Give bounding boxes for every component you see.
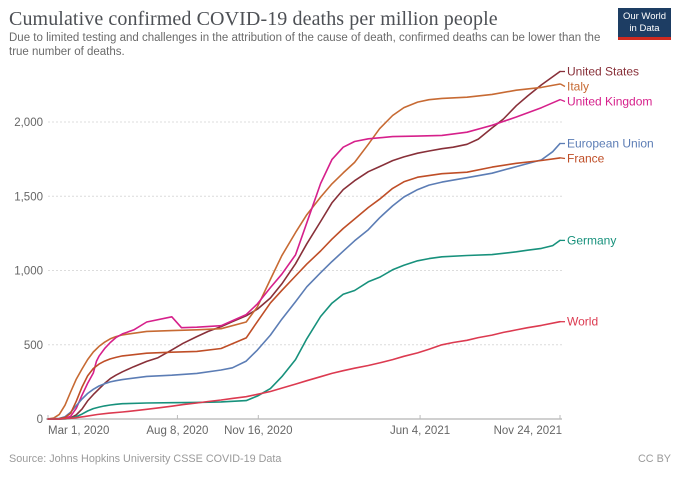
line-united-kingdom[interactable]	[47, 98, 561, 420]
source-note: Source: Johns Hopkins University CSSE CO…	[9, 453, 282, 465]
legend-connector-france	[560, 157, 566, 160]
line-world[interactable]	[47, 320, 561, 420]
line-italy[interactable]	[47, 83, 561, 420]
license-badge[interactable]: CC BY	[638, 453, 671, 465]
chart-subtitle: Due to limited testing and challenges in…	[9, 32, 601, 59]
x-tick-label-nov-16-2020: Nov 16, 2020	[224, 425, 292, 437]
line-germany[interactable]	[47, 239, 561, 420]
legend-label-france[interactable]: France	[567, 152, 605, 166]
page-title: Cumulative confirmed COVID-19 deaths per…	[9, 8, 498, 30]
x-tick-label-mar-1-2020: Mar 1, 2020	[48, 425, 109, 437]
legend-label-european-union[interactable]: European Union	[567, 137, 654, 151]
y-tick-label-1500: 1,500	[14, 191, 43, 203]
owid-logo-line2: in Data	[629, 22, 660, 34]
owid-logo[interactable]: Our World in Data	[618, 8, 671, 40]
x-tick-label-aug-8-2020: Aug 8, 2020	[146, 425, 208, 437]
line-european-union[interactable]	[47, 142, 561, 420]
legend-label-germany[interactable]: Germany	[567, 233, 616, 247]
legend-label-united-states[interactable]: United States	[567, 65, 639, 79]
legend-label-italy[interactable]: Italy	[567, 80, 589, 94]
chart-footer: Source: Johns Hopkins University CSSE CO…	[9, 453, 671, 465]
y-tick-label-0: 0	[37, 414, 43, 426]
x-tick-label-jun-4-2021: Jun 4, 2021	[390, 425, 450, 437]
line-france[interactable]	[47, 157, 561, 420]
y-tick-label-500: 500	[24, 340, 43, 352]
y-tick-label-1000: 1,000	[14, 266, 43, 278]
legend-connector-italy	[560, 83, 566, 88]
legend-label-world[interactable]: World	[567, 315, 598, 329]
legend-connector-united-kingdom	[560, 99, 566, 103]
y-tick-label-2000: 2,000	[14, 117, 43, 129]
x-tick-label-nov-24-2021: Nov 24, 2021	[494, 425, 562, 437]
owid-logo-line1: Our World	[622, 11, 667, 22]
legend-label-united-kingdom[interactable]: United Kingdom	[567, 95, 652, 109]
line-united-states[interactable]	[47, 70, 561, 420]
